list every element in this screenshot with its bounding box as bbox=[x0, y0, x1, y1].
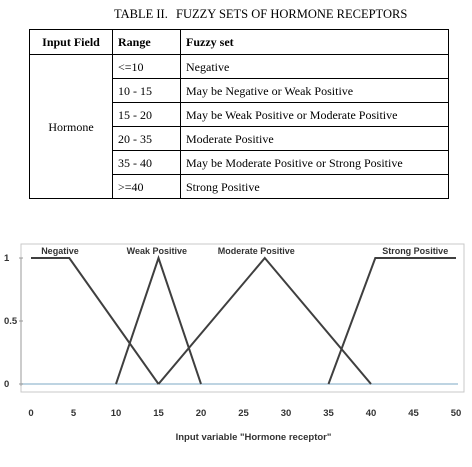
range-cell: 35 - 40 bbox=[112, 150, 181, 175]
series-line bbox=[31, 257, 160, 385]
series-label: Weak Positive bbox=[127, 246, 187, 256]
range-cell: >=40 bbox=[112, 174, 181, 199]
x-tick-label: 30 bbox=[281, 408, 292, 419]
table-row: 15 - 20 May be Weak Positive or Moderate… bbox=[30, 102, 449, 127]
series-line bbox=[327, 257, 456, 385]
range-cell: 10 - 15 bbox=[112, 78, 181, 103]
header-input-field: Input Field bbox=[29, 29, 113, 55]
x-tick-label: 45 bbox=[408, 408, 419, 419]
y-tick-label: 0.5 bbox=[4, 316, 18, 327]
table-row: >=40 Strong Positive bbox=[30, 174, 449, 199]
fuzzy-set-cell: May be Moderate Positive or Strong Posit… bbox=[180, 150, 449, 175]
x-tick-label: 5 bbox=[71, 408, 77, 419]
x-tick-label: 10 bbox=[111, 408, 122, 419]
series-label: Negative bbox=[41, 246, 79, 256]
table-caption: TABLE II. FUZZY SETS OF HORMONE RECEPTOR… bbox=[0, 7, 472, 23]
series-line bbox=[115, 254, 202, 385]
series-layer bbox=[31, 254, 456, 385]
table-title: FUZZY SETS OF HORMONE RECEPTORS bbox=[176, 7, 408, 21]
table-row: 20 - 35 Moderate Positive bbox=[30, 126, 449, 151]
header-range: Range bbox=[112, 29, 181, 55]
table-row: 10 - 15 May be Negative or Weak Positive bbox=[30, 78, 449, 103]
fuzzy-set-cell: Moderate Positive bbox=[180, 126, 449, 151]
x-axis-label: Input variable "Hormone receptor" bbox=[176, 432, 332, 443]
fuzzy-sets-table: Input Field Range Fuzzy set Hormone <=10… bbox=[29, 29, 449, 199]
x-tick-label: 25 bbox=[238, 408, 249, 419]
fuzzy-set-cell: Negative bbox=[180, 54, 449, 79]
x-tick-label: 20 bbox=[196, 408, 207, 419]
series-label: Strong Positive bbox=[382, 246, 448, 256]
label-layer: Negative Weak Positive Moderate Positive St… bbox=[41, 246, 448, 256]
x-tick-label: 15 bbox=[153, 408, 164, 419]
range-cell: 20 - 35 bbox=[112, 126, 181, 151]
fuzzy-set-cell: Strong Positive bbox=[180, 174, 449, 199]
membership-chart: 1 0.5 0 0 5 10 15 20 25 30 35 40 45 50 Input variable … bbox=[0, 238, 472, 467]
x-tick-label: 35 bbox=[323, 408, 334, 419]
range-cell: 15 - 20 bbox=[112, 102, 181, 127]
y-tick-label: 1 bbox=[4, 253, 10, 264]
table-number: TABLE II. bbox=[114, 7, 168, 21]
range-cell: <=10 bbox=[112, 54, 181, 79]
membership-chart-svg: 1 0.5 0 0 5 10 15 20 25 30 35 40 45 50 Input variable … bbox=[4, 243, 465, 443]
x-tick-label: 50 bbox=[451, 408, 462, 419]
fuzzy-set-cell: May be Weak Positive or Moderate Positiv… bbox=[180, 102, 449, 127]
table-row: 35 - 40 May be Moderate Positive or Stro… bbox=[30, 150, 449, 175]
x-tick-label: 40 bbox=[366, 408, 377, 419]
series-label: Moderate Positive bbox=[218, 246, 295, 256]
table-header-row: Input Field Range Fuzzy set bbox=[29, 29, 449, 55]
series-line bbox=[157, 256, 372, 385]
fuzzy-set-cell: May be Negative or Weak Positive bbox=[180, 78, 449, 103]
plot-frame bbox=[20, 243, 465, 393]
y-tick-label: 0 bbox=[4, 379, 9, 390]
table-row: Hormone <=10 Negative bbox=[29, 54, 449, 199]
input-field-cell: Hormone bbox=[29, 54, 113, 199]
axes-layer: 1 0.5 0 0 5 10 15 20 25 30 35 40 45 50 Input variable … bbox=[4, 243, 465, 443]
x-tick-label: 0 bbox=[28, 408, 33, 419]
header-fuzzy-set: Fuzzy set bbox=[180, 29, 449, 55]
